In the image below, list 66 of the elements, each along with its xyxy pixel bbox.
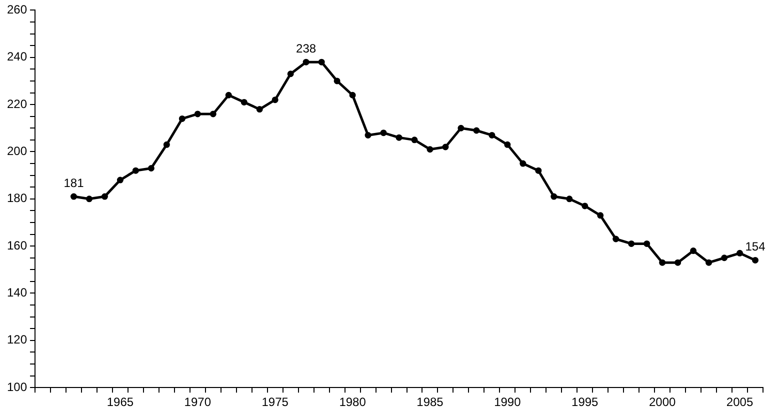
point (132, 167, 139, 174)
point (674, 259, 682, 266)
point (721, 254, 728, 262)
point (458, 124, 464, 132)
y-tick-label: 100 (6, 380, 28, 394)
point (194, 110, 201, 118)
point (318, 58, 325, 66)
point (473, 127, 480, 134)
x-tick-label: 1985 (416, 395, 444, 410)
point (380, 130, 387, 136)
point (628, 240, 635, 247)
y-tick-label: 160 (6, 238, 28, 252)
point (272, 96, 278, 104)
x-tick-label: 1975 (262, 395, 289, 410)
point (612, 236, 620, 242)
point (659, 259, 666, 266)
point (736, 250, 744, 256)
point (256, 106, 263, 113)
y-tick-label: 200 (6, 144, 28, 158)
point (225, 92, 232, 98)
point (566, 196, 573, 202)
point (302, 58, 310, 66)
point (163, 141, 170, 148)
point (148, 164, 154, 172)
point (426, 146, 434, 153)
point (70, 193, 77, 200)
x-tick-label: 1995 (572, 395, 599, 410)
y-tick-label: 140 (6, 286, 28, 300)
point (334, 78, 340, 84)
point (488, 132, 496, 138)
y-tick-label: 240 (6, 50, 28, 64)
point (411, 136, 418, 144)
x-tick-label: 2005 (726, 395, 754, 410)
y-tick-label: 180 (6, 191, 28, 206)
point (86, 196, 92, 202)
y-tick-label: 220 (6, 96, 28, 111)
y-tick-label: 260 (6, 2, 28, 17)
point (101, 193, 108, 200)
point (582, 202, 588, 210)
x-tick-label: 2000 (648, 395, 676, 410)
point (240, 98, 248, 106)
point (364, 132, 372, 138)
x-tick-label: 1970 (184, 395, 212, 410)
point (644, 240, 650, 247)
point (349, 92, 356, 98)
point (287, 70, 294, 78)
point (116, 176, 124, 184)
point (504, 141, 511, 148)
point (550, 193, 558, 200)
data-label: 238 (296, 41, 316, 56)
data-label: 154 (745, 240, 766, 254)
point (690, 248, 697, 254)
x-tick-label: 1990 (494, 395, 522, 410)
point (442, 144, 449, 150)
point (535, 167, 542, 174)
x-tick-label: 1965 (106, 395, 134, 410)
point (597, 212, 604, 219)
point (520, 160, 526, 167)
y-tick-label: 120 (6, 332, 28, 347)
point (178, 115, 186, 122)
point (752, 256, 759, 264)
point (396, 134, 402, 141)
data-label: 181 (64, 176, 84, 190)
point (210, 110, 216, 118)
x-tick-label: 1980 (339, 395, 366, 410)
point (706, 259, 712, 266)
